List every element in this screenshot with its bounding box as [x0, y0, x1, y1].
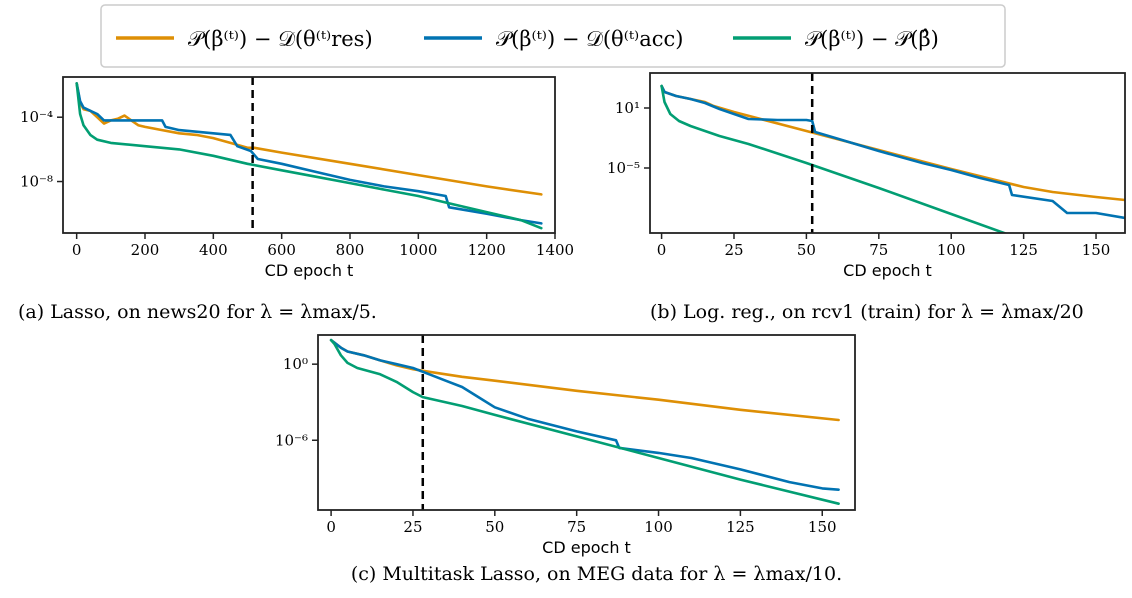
x-tick-label: 400	[199, 241, 228, 259]
legend-label-0: 𝒫(β⁽ᵗ⁾) − 𝒟(θ⁽ᵗ⁾res)	[188, 27, 373, 51]
x-tick-label: 25	[403, 518, 422, 536]
panel-caption: (a) Lasso, on news20 for λ = λmax/5.	[18, 301, 377, 323]
x-axis-label: CD epoch t	[843, 261, 932, 280]
legend-label-1: 𝒫(β⁽ᵗ⁾) − 𝒟(θ⁽ᵗ⁾acc)	[496, 27, 683, 51]
x-tick-label: 1200	[468, 241, 506, 259]
x-tick-label: 150	[808, 518, 837, 536]
plot-frame	[317, 334, 856, 511]
x-tick-label: 0	[72, 241, 82, 259]
series-line-1	[329, 338, 840, 492]
x-tick-label: 50	[485, 518, 504, 536]
x-tick-label: 0	[657, 241, 667, 259]
y-tick-label: 10⁻⁶	[275, 431, 308, 449]
x-tick-label: 0	[326, 518, 336, 536]
panel-c: 0 25 50 75 100 125 150 10⁰ 10⁻⁶ CD epoch t (c) Mul…	[275, 334, 856, 585]
y-tick-label: 10⁻⁴	[20, 108, 53, 126]
x-tick-label: 100	[937, 241, 966, 259]
x-tick-label: 1000	[399, 241, 437, 259]
x-tick-label: 125	[1009, 241, 1038, 259]
y-tick-label: 10⁻⁵	[607, 159, 640, 177]
plot-frame	[649, 72, 1126, 234]
series-line-2	[329, 338, 840, 506]
x-axis-label: CD epoch t	[542, 538, 631, 557]
x-tick-label: 150	[1082, 241, 1111, 259]
series-line-2	[75, 82, 543, 230]
x-axis-label: CD epoch t	[265, 261, 354, 280]
x-tick-label: 125	[726, 518, 755, 536]
series-line-0	[75, 82, 543, 196]
legend: 𝒫(β⁽ᵗ⁾) − 𝒟(θ⁽ᵗ⁾res) 𝒫(β⁽ᵗ⁾) − 𝒟(θ⁽ᵗ⁾acc…	[100, 4, 1006, 68]
panel-b: 0 25 50 75 100 125 150 10¹ 10⁻⁵ CD epoch t (b) Log…	[607, 72, 1126, 323]
series-group	[329, 338, 840, 506]
y-tick-label: 10⁻⁸	[20, 173, 53, 191]
x-tick-label: 600	[267, 241, 296, 259]
x-tick-label: 75	[869, 241, 888, 259]
y-tick-label: 10⁰	[283, 355, 308, 373]
x-tick-label: 200	[131, 241, 160, 259]
series-group	[75, 82, 543, 230]
legend-label-2: 𝒫(β⁽ᵗ⁾) − 𝒫(β̂)	[805, 27, 939, 51]
panel-caption: (b) Log. reg., on rcv1 (train) for λ = λ…	[650, 301, 1084, 323]
x-tick-label: 800	[336, 241, 365, 259]
series-line-2	[660, 84, 1008, 233]
series-line-1	[75, 82, 543, 225]
series-line-0	[329, 338, 840, 422]
series-line-0	[660, 84, 1125, 202]
panel-a: 0 200 400 600 800 1000 1200 1400 10⁻⁴ 10⁻⁸ CD epoc…	[18, 76, 574, 323]
x-tick-label: 50	[797, 241, 816, 259]
series-line-1	[660, 84, 1125, 220]
y-tick-label: 10¹	[615, 99, 640, 117]
legend-frame	[100, 4, 1006, 68]
x-tick-label: 1400	[536, 241, 574, 259]
x-tick-label: 100	[644, 518, 673, 536]
x-tick-label: 25	[724, 241, 743, 259]
plot-frame	[62, 76, 556, 234]
series-group	[660, 84, 1125, 233]
panel-caption: (c) Multitask Lasso, on MEG data for λ =…	[351, 563, 842, 585]
x-tick-label: 75	[567, 518, 586, 536]
